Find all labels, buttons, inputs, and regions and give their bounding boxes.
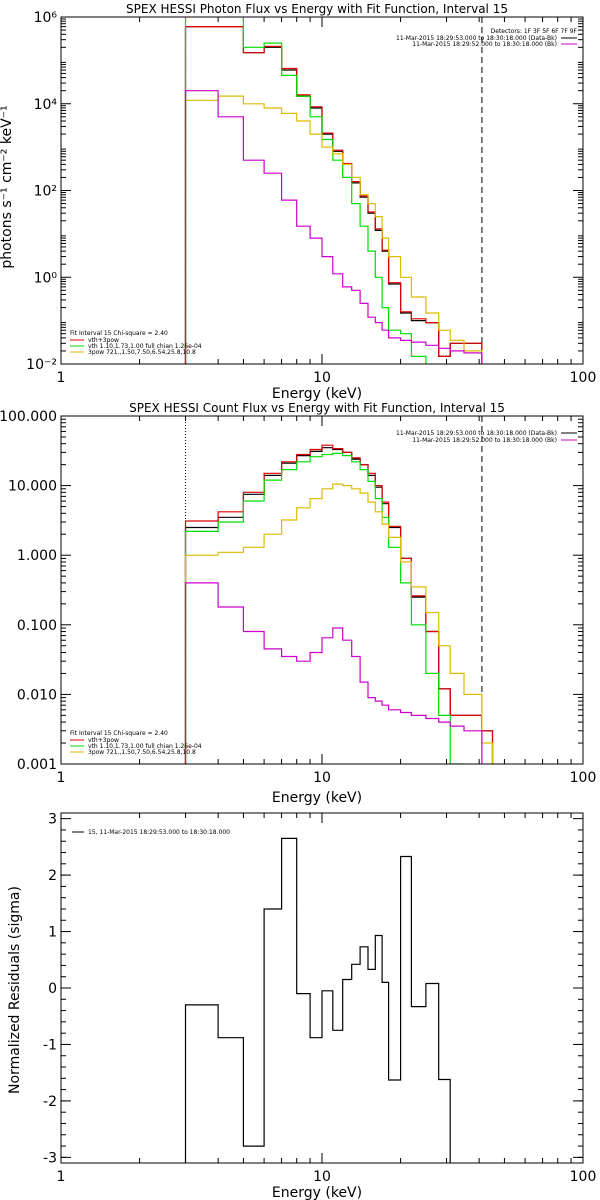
count-flux-legend-bottom: Fit Interval 15 Chi-square = 2.40 vth+3p… (70, 730, 202, 756)
count-flux-series-fit-3pow (184, 483, 494, 764)
count-flux-y-tick-label: 0.001 (17, 757, 57, 773)
photon-flux-series-fit-3pow (184, 95, 494, 364)
count-flux-marks (184, 416, 494, 764)
residuals-xlabel: Energy (keV) (272, 1185, 362, 1200)
photon-flux-series-data-bk (184, 26, 494, 364)
residuals-ticks: 1 10 100 -3 -2 -1 0 1 2 3 (43, 812, 596, 1185)
photon-flux-y-tick-label: 10² (34, 184, 57, 200)
photon-flux-legend-3pow: 3pow 721.,1.50,7.50,6.54,25.8,10.8 (88, 349, 196, 356)
count-flux-y-tick-label: 100.000 (0, 409, 57, 425)
count-flux-title: SPEX HESSI Count Flux vs Energy with Fit… (129, 401, 505, 415)
count-flux-y-tick-label: 0.100 (17, 618, 57, 634)
count-flux-x-tick-label: 100 (570, 770, 597, 786)
photon-flux-legend-total: vth+3pow (88, 337, 119, 344)
photon-flux-legend-bk: 11-Mar-2015 18:29:52.000 to 18:30:18.000… (412, 41, 557, 48)
photon-flux-legend-top: Detectors: 1F 3F 5F 6F 7F 9F 11-Mar-2015… (396, 28, 578, 48)
photon-flux-y-tick-label: 10⁻² (26, 357, 57, 373)
residuals-y-tick-label: 3 (48, 812, 57, 828)
count-flux-x-tick-label: 1 (57, 770, 66, 786)
count-flux-legend-vth: vth 1.10,1.73,1.00 full chian 1.26e-04 (88, 743, 202, 750)
photon-flux-y-tick-label: 10⁰ (34, 270, 58, 286)
photon-flux-legend-detectors: Detectors: 1F 3F 5F 6F 7F 9F (491, 28, 578, 35)
count-flux-series-fit-vth (184, 452, 464, 764)
residuals-x-tick-label: 100 (570, 1169, 597, 1185)
count-flux-legend-3pow: 3pow 721.,1.50,7.50,6.54,25.8,10.8 (88, 749, 196, 756)
photon-flux-legend-fit: Fit Interval 15 Chi-square = 2.40 (70, 330, 168, 337)
count-flux-legend-top: 11-Mar-2015 18:29:53.000 to 18:30:18.000… (396, 430, 577, 444)
residuals-y-tick-label: -1 (43, 1037, 57, 1053)
photon-flux-series-fit-total (184, 26, 494, 364)
count-flux-legend-fit: Fit Interval 15 Chi-square = 2.40 (70, 730, 168, 737)
count-flux-legend-data: 11-Mar-2015 18:29:53.000 to 18:30:18.000… (396, 430, 557, 437)
photon-flux-ticks: 1 10 100 10⁻² 10⁰ 10² 10⁴ 10⁶ (26, 10, 596, 386)
residuals-marks (184, 837, 451, 1163)
residuals-ylabel: Normalized Residuals (sigma) (7, 886, 23, 1094)
count-flux-y-tick-label: 1.000 (17, 548, 57, 564)
photon-flux-y-tick-label: 10⁴ (34, 97, 58, 113)
count-flux-series-data-bk (184, 447, 494, 764)
photon-flux-ylabel: photons s⁻¹ cm⁻² keV⁻¹ (0, 105, 15, 268)
residuals-legend-label: 15, 11-Mar-2015 18:29:53.000 to 18:30:18… (88, 829, 230, 836)
residuals-legend: 15, 11-Mar-2015 18:29:53.000 to 18:30:18… (72, 829, 230, 836)
residuals-x-tick-label: 10 (313, 1169, 331, 1185)
photon-flux-marks (184, 17, 494, 364)
count-flux-legend-bk: 11-Mar-2015 18:29:52.000 to 18:30:18.000… (412, 437, 557, 444)
residuals-x-tick-label: 1 (57, 1169, 66, 1185)
photon-flux-panel: SPEX HESSI Photon Flux vs Energy with Fi… (0, 2, 596, 402)
photon-flux-legend-data: 11-Mar-2015 18:29:53.000 to 18:30:18.000… (396, 35, 557, 42)
count-flux-panel: SPEX HESSI Count Flux vs Energy with Fit… (0, 401, 596, 806)
count-flux-xlabel: Energy (keV) (272, 790, 362, 806)
photon-flux-legend-bottom: Fit Interval 15 Chi-square = 2.40 vth+3p… (70, 330, 202, 356)
count-flux-y-tick-label: 10.000 (8, 479, 57, 495)
residuals-frame (60, 812, 584, 1164)
photon-flux-x-tick-label: 10 (313, 370, 331, 386)
photon-flux-series-background (184, 90, 483, 364)
residuals-y-tick-label: -2 (43, 1094, 57, 1110)
count-flux-series-background (184, 582, 483, 764)
count-flux-series-fit-total (184, 444, 494, 764)
residuals-y-tick-label: 0 (48, 981, 57, 997)
residuals-series-residuals (184, 837, 451, 1163)
photon-flux-legend-vth: vth 1.10,1.73,1.00 full chian 1.26e-04 (88, 343, 202, 350)
count-flux-frame (60, 415, 584, 765)
count-flux-ticks: 1 10 100 0.001 0.010 0.100 1.000 10.000 100.000 (0, 409, 596, 786)
count-flux-legend-total: vth+3pow (88, 737, 119, 744)
count-flux-x-tick-label: 10 (313, 770, 331, 786)
photon-flux-x-tick-label: 1 (57, 370, 66, 386)
count-flux-y-tick-label: 0.010 (17, 687, 57, 703)
residuals-panel: Energy (keV) Normalized Residuals (sigma… (7, 812, 596, 1200)
residuals-y-tick-label: -3 (43, 1150, 57, 1166)
residuals-y-tick-label: 1 (48, 925, 57, 941)
photon-flux-xlabel: Energy (keV) (272, 386, 362, 402)
photon-flux-series-fit-vth (184, 17, 451, 364)
residuals-y-tick-label: 2 (48, 868, 57, 884)
photon-flux-y-tick-label: 10⁶ (34, 10, 58, 26)
photon-flux-x-tick-label: 100 (570, 370, 597, 386)
photon-flux-title: SPEX HESSI Photon Flux vs Energy with Fi… (126, 2, 508, 16)
photon-flux-frame (60, 16, 584, 365)
